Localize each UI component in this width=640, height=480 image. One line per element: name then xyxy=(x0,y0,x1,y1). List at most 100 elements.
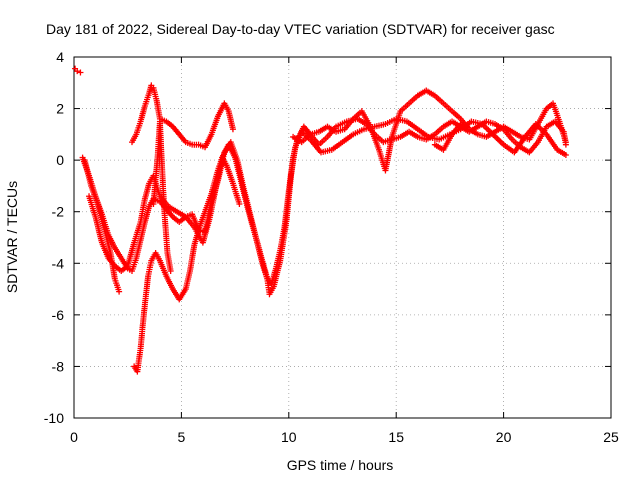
data-marker-run xyxy=(220,156,229,167)
data-marker-run xyxy=(209,169,221,195)
data-marker-run xyxy=(95,202,107,229)
data-marker-run xyxy=(147,174,156,185)
data-marker-run xyxy=(341,132,355,144)
plot-frame xyxy=(73,56,612,419)
data-marker-run xyxy=(291,135,303,145)
data-marker-run xyxy=(239,182,251,211)
data-marker-run xyxy=(416,127,430,139)
data-marker-run xyxy=(271,259,283,288)
x-tick-label: 5 xyxy=(178,429,186,445)
data-marker-run xyxy=(352,127,365,137)
data-marker-run xyxy=(407,129,419,139)
data-series xyxy=(72,65,569,375)
data-marker-run xyxy=(145,259,154,277)
data-marker-run xyxy=(493,124,505,134)
data-marker-run xyxy=(477,132,488,140)
data-marker-run xyxy=(308,133,321,146)
data-marker-run xyxy=(441,133,454,151)
data-point xyxy=(229,126,236,133)
data-marker-run xyxy=(138,104,148,123)
data-marker-run xyxy=(167,204,179,214)
data-marker-run xyxy=(153,251,162,262)
data-marker-run xyxy=(502,124,514,134)
series-trace-a xyxy=(72,65,84,76)
data-marker-run xyxy=(147,197,156,208)
data-marker-run xyxy=(309,129,320,137)
data-marker-run xyxy=(202,192,214,213)
data-point xyxy=(464,123,471,130)
data-point xyxy=(236,200,243,207)
data-marker-run xyxy=(226,143,238,159)
data-marker-run xyxy=(442,102,454,113)
y-tick-label: -2 xyxy=(52,204,65,220)
data-marker-run xyxy=(302,125,312,136)
data-marker-run xyxy=(165,119,175,129)
series-trace-i xyxy=(431,121,471,153)
y-tick-label: 2 xyxy=(56,101,64,117)
data-marker-run xyxy=(184,215,196,229)
series-trace-h xyxy=(290,87,569,174)
data-marker-run xyxy=(545,101,555,111)
y-tick-label: -6 xyxy=(52,307,65,323)
data-marker-run xyxy=(556,147,568,157)
data-marker-run xyxy=(425,88,437,98)
data-marker-run xyxy=(557,120,569,143)
data-marker-run xyxy=(113,264,123,273)
data-marker-run xyxy=(209,115,221,136)
data-marker-run xyxy=(161,208,171,254)
data-marker-run xyxy=(86,195,98,218)
x-tick-label: 10 xyxy=(281,429,297,445)
data-marker-run xyxy=(308,138,323,154)
data-marker-run xyxy=(368,125,382,151)
data-marker-run xyxy=(125,241,137,267)
data-marker-run xyxy=(382,137,393,145)
series-trace-c xyxy=(81,157,123,295)
data-point xyxy=(74,68,81,75)
data-marker-run xyxy=(300,132,312,144)
data-marker-run xyxy=(154,99,163,120)
data-marker-run xyxy=(177,287,188,301)
gridlines xyxy=(74,57,611,418)
data-marker-run xyxy=(335,126,346,135)
data-marker-run xyxy=(326,124,338,134)
data-marker-run xyxy=(202,133,214,149)
data-marker-run xyxy=(183,270,193,291)
chart-title: Day 181 of 2022, Sidereal Day-to-day VTE… xyxy=(46,21,555,37)
data-marker-run xyxy=(184,140,193,147)
y-axis-label: SDTVAR / TECUs xyxy=(4,181,20,293)
data-marker-run xyxy=(106,256,117,268)
data-marker-run xyxy=(459,121,468,129)
data-marker-run xyxy=(335,119,348,129)
data-marker-run xyxy=(112,246,124,260)
x-tick-label: 20 xyxy=(496,429,512,445)
data-marker-run xyxy=(491,132,506,147)
x-axis-label: GPS time / hours xyxy=(287,457,394,473)
data-marker-run xyxy=(130,133,139,144)
y-tick-label: 4 xyxy=(56,49,64,65)
data-marker-run xyxy=(510,129,523,139)
data-marker-run xyxy=(112,277,122,293)
data-marker-run xyxy=(142,92,152,107)
data-point xyxy=(167,268,174,275)
data-marker-run xyxy=(232,156,244,185)
data-marker-run xyxy=(187,244,197,272)
data-marker-run xyxy=(382,135,395,172)
data-marker-run xyxy=(330,140,344,152)
data-marker-run xyxy=(536,107,549,126)
data-marker-run xyxy=(226,110,236,131)
data-marker-run xyxy=(206,187,219,221)
data-marker-run xyxy=(450,122,463,136)
data-marker-run xyxy=(146,84,154,95)
series-trace-g xyxy=(150,118,174,275)
data-marker-run xyxy=(416,88,428,98)
data-marker-run xyxy=(159,116,168,124)
data-marker-run xyxy=(317,124,329,134)
y-tick-label: -4 xyxy=(52,255,65,271)
y-axis: 4 2 0 -2 -4 -6 -8 -10 xyxy=(44,49,611,426)
data-point xyxy=(77,69,84,76)
data-marker-run xyxy=(88,184,100,205)
data-marker-run xyxy=(222,102,231,113)
data-marker-run xyxy=(93,215,105,244)
data-marker-run xyxy=(159,166,168,211)
